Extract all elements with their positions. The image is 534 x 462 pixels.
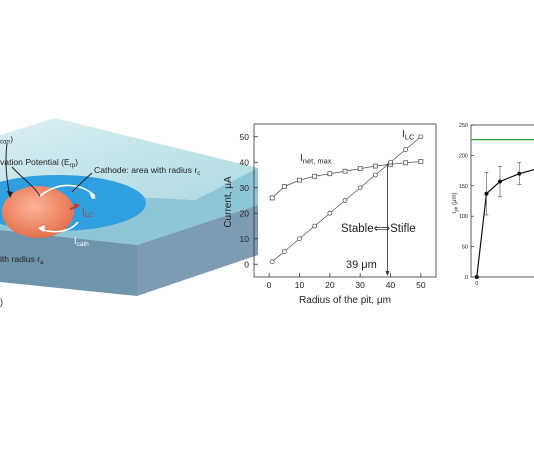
y-tick-label-right: 0: [465, 275, 468, 281]
leader-line-cathode: [71, 172, 93, 193]
ilc-label: ILC: [82, 207, 93, 219]
current-arrowhead-lower: [38, 225, 45, 232]
leader-line-repass: [11, 166, 41, 197]
data-point-circle: [327, 210, 333, 216]
x-axis-label: Radius of the pit, μm: [299, 295, 391, 306]
anode-pit: [2, 186, 74, 238]
data-point-filled: [497, 179, 502, 184]
x-tick-label: 20: [325, 280, 335, 290]
y-tick-label-right: 50: [462, 245, 468, 251]
series-line-right: [476, 168, 534, 278]
x-tick-label-right: 0: [475, 281, 478, 287]
data-point-circle: [357, 185, 363, 191]
data-point-square: [327, 171, 333, 177]
x-tick-label: 10: [295, 280, 305, 290]
data-point-circle: [269, 259, 275, 265]
series-layer: [269, 134, 424, 276]
data-point-filled: [517, 171, 522, 176]
y-tick-label: 30: [240, 183, 250, 193]
data-point-circle: [297, 236, 302, 242]
y-tick-label: 10: [240, 234, 250, 244]
block-front-face: [0, 230, 137, 296]
plot-frame: [253, 123, 437, 278]
data-point-square: [297, 177, 302, 183]
y-tick-label: 20: [240, 208, 250, 218]
data-point-square: [372, 163, 378, 169]
data-point-filled: [484, 191, 489, 196]
y-axis-label: Current, μA: [223, 176, 234, 228]
axis-ticks: 0 10 20 30 40 50 0 10 20 30 40 50: [240, 132, 426, 290]
bracket-label: ): [0, 297, 3, 307]
data-point-circle: [281, 249, 287, 254]
x-tick-label: 50: [416, 280, 426, 290]
data-point-circle: [388, 159, 393, 165]
cathode-area-label: Cathode: area with radius rc: [94, 165, 200, 177]
data-point-square: [342, 168, 348, 174]
data-point-circle: [342, 198, 348, 203]
crossover-arrowhead: [385, 271, 390, 276]
data-point-square: [269, 195, 275, 201]
x-tick-label: 40: [386, 280, 396, 290]
data-point-circle: [372, 172, 378, 178]
anode-area-label: ith radius ra: [0, 254, 44, 266]
data-point-square: [418, 159, 424, 164]
regime-annotation: Stable⟺Stifle: [341, 223, 416, 235]
data-point-circle: [312, 223, 318, 229]
y-tick-label: 40: [240, 157, 250, 167]
leader-arrowhead-corr: [7, 191, 13, 198]
data-point-square: [357, 166, 363, 172]
y-tick-label-right: 200: [459, 153, 468, 159]
plot-frame-right: [470, 124, 534, 278]
x-tick-label: 30: [355, 280, 365, 290]
data-point-square: [403, 160, 409, 166]
y-tick-label-right: 150: [459, 184, 468, 190]
y-axis-label-right: rpit (μm): [452, 193, 459, 214]
corr-potential-label: corr): [0, 135, 13, 146]
legend-ilc: ILC: [402, 129, 415, 142]
data-point-square: [312, 173, 318, 179]
data-point-filled: [474, 275, 479, 279]
data-point-circle: [403, 147, 409, 152]
current-arrow-upper: [39, 184, 96, 197]
repassivation-potential-label: vation Potential (Erp): [0, 157, 78, 169]
crossover-annotation: 39 μm: [346, 259, 377, 271]
y-tick-label-right: 250: [459, 123, 468, 129]
icath-label: Icath: [74, 236, 89, 248]
ilc-arrowhead: [74, 203, 80, 209]
block-side-face: [137, 205, 258, 296]
data-point-circle: [418, 134, 424, 140]
current-arrowhead-upper: [89, 192, 96, 199]
data-point-square: [281, 184, 287, 189]
legend-inet-max: Inet, max: [300, 153, 332, 166]
series-layer-right: [471, 138, 534, 279]
y-tick-label-right: 100: [459, 214, 468, 220]
y-tick-label: 50: [240, 132, 250, 142]
axis-ticks-right: 0 50 100 150 200 250 0: [459, 123, 479, 287]
x-tick-label: 0: [267, 280, 272, 290]
y-tick-label: 0: [244, 259, 249, 269]
